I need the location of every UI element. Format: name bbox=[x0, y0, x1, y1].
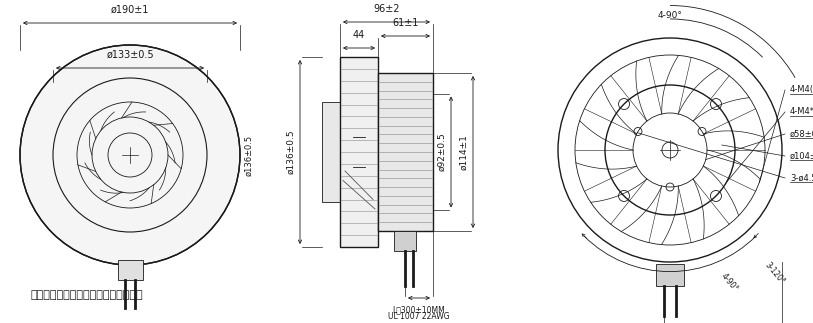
Text: ø92±0.5: ø92±0.5 bbox=[437, 133, 446, 172]
Bar bbox=[322, 102, 340, 202]
Bar bbox=[394, 231, 416, 251]
Text: ø136±0.5: ø136±0.5 bbox=[286, 130, 295, 174]
Text: 3-120°: 3-120° bbox=[763, 261, 786, 286]
Bar bbox=[656, 264, 684, 286]
Ellipse shape bbox=[20, 45, 240, 265]
Text: ø190±1: ø190±1 bbox=[111, 5, 150, 15]
Text: ø104±0.3: ø104±0.3 bbox=[790, 151, 813, 161]
Text: ø58±0.3: ø58±0.3 bbox=[790, 130, 813, 139]
Bar bbox=[118, 260, 143, 280]
Text: ø136±0.5: ø136±0.5 bbox=[244, 134, 253, 176]
Text: 44: 44 bbox=[353, 30, 365, 40]
Text: 4-90°: 4-90° bbox=[658, 11, 682, 20]
Text: 3-ø4.5±0.2: 3-ø4.5±0.2 bbox=[790, 173, 813, 182]
Text: 96±2: 96±2 bbox=[373, 4, 400, 14]
Text: L：300±10MM: L：300±10MM bbox=[393, 305, 446, 314]
Text: ø114±1: ø114±1 bbox=[459, 134, 468, 170]
Text: 61±1: 61±1 bbox=[393, 18, 419, 28]
Bar bbox=[378, 73, 433, 231]
Text: ø133±0.5: ø133±0.5 bbox=[107, 50, 154, 60]
Text: UL 1007 22AWG: UL 1007 22AWG bbox=[388, 312, 450, 321]
Text: 4-M4(Equispaced): 4-M4(Equispaced) bbox=[790, 86, 813, 95]
Bar bbox=[340, 57, 378, 247]
Text: 4-M4*H7: 4-M4*H7 bbox=[790, 108, 813, 117]
Text: 4-90°: 4-90° bbox=[719, 272, 740, 294]
Text: 其余功能端子线根据客户功能定制配置: 其余功能端子线根据客户功能定制配置 bbox=[30, 290, 142, 300]
